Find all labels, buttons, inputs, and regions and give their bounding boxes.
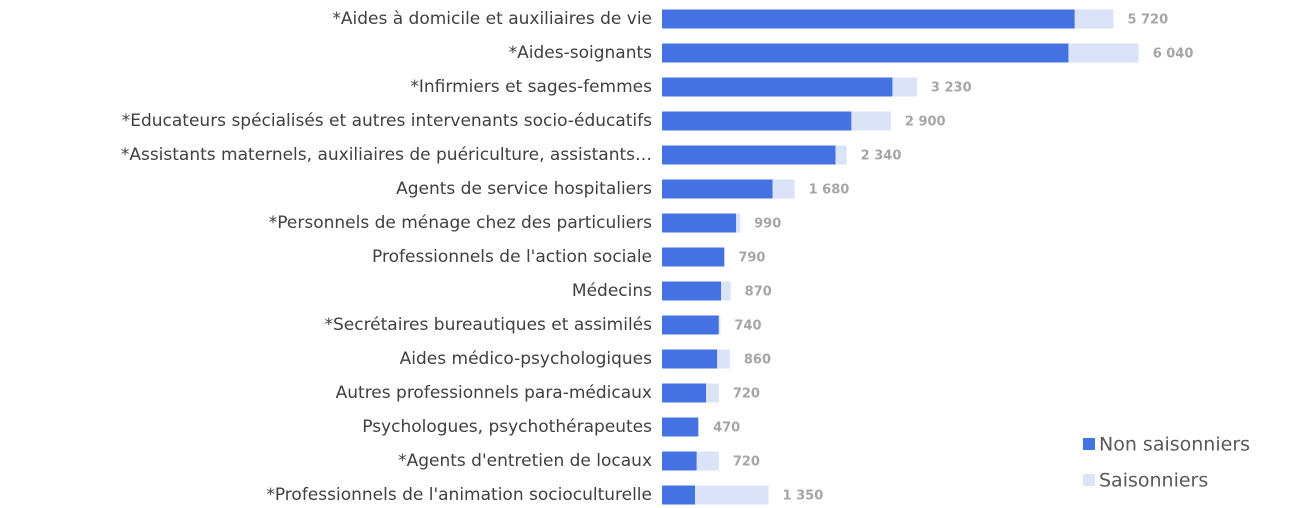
category-label: Autres professionnels para-médicaux	[336, 383, 652, 403]
bar-segment	[695, 485, 769, 505]
bar-segment	[851, 111, 891, 131]
category-label: *Agents d'entretien de locaux	[398, 451, 652, 471]
bar-segment	[736, 213, 741, 233]
bar-segment	[662, 247, 725, 267]
total-label: 790	[738, 251, 765, 266]
bar-segment	[1074, 9, 1114, 29]
category-label: Psychologues, psychothérapeutes	[362, 417, 652, 437]
bar-segment	[662, 179, 773, 199]
bar-segment	[718, 315, 721, 335]
category-label: *Professionnels de l'animation sociocult…	[266, 485, 652, 505]
total-label: 720	[733, 455, 760, 470]
legend-swatch	[1083, 438, 1095, 450]
total-label: 1 350	[783, 489, 824, 504]
bar-segment	[698, 417, 700, 437]
category-label: *Personnels de ménage chez des particuli…	[269, 213, 652, 233]
legend-label: Saisonniers	[1099, 470, 1208, 492]
total-label: 1 680	[809, 183, 850, 198]
total-label: 3 230	[931, 81, 972, 96]
bar-segment	[892, 77, 917, 97]
bar-segment	[662, 349, 718, 369]
bar-segment	[696, 451, 719, 471]
category-label: *Infirmiers et sages-femmes	[410, 77, 652, 97]
bar-segment	[662, 9, 1075, 29]
category-label: *Aides-soignants	[509, 43, 652, 63]
legend-swatch	[1083, 474, 1095, 486]
bar-segment	[662, 485, 696, 505]
category-label: *Secrétaires bureautiques et assimilés	[324, 315, 652, 335]
category-label: *Educateurs spécialisés et autres interv…	[122, 111, 652, 131]
bar-segment	[772, 179, 795, 199]
bar-segment	[717, 349, 730, 369]
bar-segment	[721, 281, 731, 301]
bar-segment	[706, 383, 719, 403]
total-label: 6 040	[1153, 47, 1194, 62]
bar-segment	[662, 451, 697, 471]
total-label: 2 900	[905, 115, 946, 130]
bar-segment	[662, 145, 836, 165]
category-label: Agents de service hospitaliers	[396, 179, 652, 199]
category-label: Professionnels de l'action sociale	[372, 247, 652, 267]
bar-segment	[662, 281, 722, 301]
category-label: Médecins	[572, 281, 652, 301]
bar-segment	[1068, 43, 1139, 63]
bar-segment	[662, 43, 1069, 63]
total-label: 740	[734, 319, 761, 334]
bar-segment	[662, 213, 737, 233]
total-label: 2 340	[861, 149, 902, 164]
category-label: *Aides à domicile et auxiliaires de vie	[332, 9, 652, 29]
bar-segment	[662, 111, 852, 131]
legend-label: Non saisonniers	[1099, 434, 1250, 456]
bar-segment	[835, 145, 847, 165]
total-label: 470	[713, 421, 740, 436]
total-label: 990	[754, 217, 781, 232]
bar-segment	[662, 315, 719, 335]
total-label: 5 720	[1127, 13, 1168, 28]
bar-segment	[662, 77, 893, 97]
category-label: Aides médico-psychologiques	[400, 349, 652, 369]
total-label: 870	[745, 285, 772, 300]
total-label: 720	[733, 387, 760, 402]
total-label: 860	[744, 353, 771, 368]
bar-segment	[662, 383, 707, 403]
bar-segment	[662, 417, 699, 437]
category-label: *Assistants maternels, auxiliaires de pu…	[121, 145, 652, 165]
